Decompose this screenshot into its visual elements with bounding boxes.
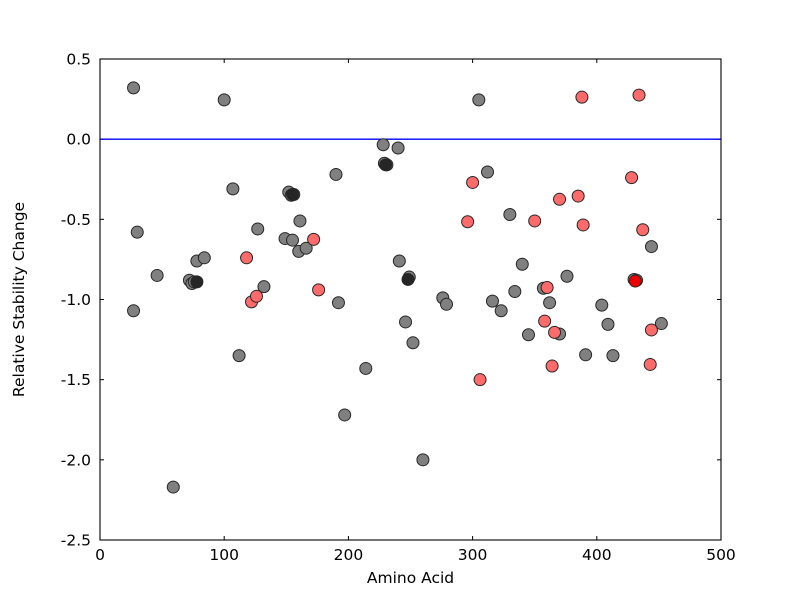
data-point-gray <box>217 93 231 107</box>
data-point-dark <box>190 275 204 289</box>
data-point-gray <box>197 251 211 265</box>
x-axis-title: Amino Acid <box>367 569 454 587</box>
data-point-red <box>466 175 480 189</box>
data-point-gray <box>391 141 405 155</box>
data-point-gray <box>293 214 307 228</box>
data-point-red <box>461 215 475 229</box>
data-point-gray <box>338 408 352 422</box>
y-tick-label: -0.5 <box>61 211 91 229</box>
x-tick-label: 300 <box>458 546 488 564</box>
x-tick-label: 0 <box>95 546 105 564</box>
data-point-gray <box>127 304 141 318</box>
y-tick-label: -2.5 <box>61 532 91 550</box>
data-point-red <box>553 192 567 206</box>
data-point-gray <box>392 254 406 268</box>
data-point-gray <box>485 294 499 308</box>
data-point-red <box>548 325 562 339</box>
data-point-red <box>249 289 263 303</box>
data-point-gray <box>127 81 141 95</box>
data-point-gray <box>329 167 343 181</box>
data-point-gray <box>494 304 508 318</box>
y-tick-label: -1.0 <box>61 291 91 309</box>
data-point-red <box>538 314 552 328</box>
data-point-gray <box>560 269 574 283</box>
data-point-red <box>571 189 585 203</box>
x-tick-label: 500 <box>706 546 736 564</box>
y-tick-label: -2.0 <box>61 451 91 469</box>
data-point-gray <box>399 315 413 329</box>
data-point-red <box>312 283 326 297</box>
y-tick-label: 0.5 <box>66 51 91 69</box>
y-axis-title: Relative Stability Change <box>10 202 28 397</box>
data-point-gray <box>515 257 529 271</box>
data-point-gray <box>130 225 144 239</box>
data-point-gray <box>481 165 494 179</box>
data-point-gray <box>257 280 271 294</box>
y-tick-label: -1.5 <box>61 371 91 389</box>
data-point-red <box>473 373 487 387</box>
data-point-red <box>644 323 658 337</box>
data-point-red <box>528 214 542 228</box>
data-point-gray <box>331 296 345 310</box>
data-point-gray <box>654 317 668 331</box>
data-point-gray <box>359 361 373 375</box>
data-point-gray <box>286 233 300 247</box>
data-point-gray <box>166 480 180 494</box>
data-point-gray <box>595 298 609 312</box>
x-tick-label: 200 <box>334 546 364 564</box>
data-point-highlight <box>628 274 642 288</box>
data-point-red <box>636 223 650 237</box>
data-point-red <box>576 218 590 232</box>
data-point-gray <box>376 138 390 152</box>
x-tick-label: 400 <box>582 546 612 564</box>
data-point-red <box>632 88 646 102</box>
data-point-gray <box>150 268 164 282</box>
data-point-gray <box>416 453 430 467</box>
data-point-dark <box>286 187 300 201</box>
data-point-gray <box>299 241 313 255</box>
y-tick-label: 0.0 <box>66 131 91 149</box>
data-point-red <box>307 232 321 246</box>
data-point-gray <box>251 222 265 236</box>
data-point-dark <box>401 272 415 286</box>
data-point-gray <box>503 208 517 222</box>
data-point-gray <box>579 348 593 362</box>
data-point-gray <box>232 349 246 363</box>
data-point-gray <box>601 317 615 331</box>
data-point-red <box>545 359 559 373</box>
data-point-gray <box>521 328 535 342</box>
data-point-gray <box>406 336 420 350</box>
x-tick-label: 100 <box>209 546 239 564</box>
data-point-red <box>540 280 554 294</box>
data-point-gray <box>606 349 620 363</box>
data-point-gray <box>644 240 658 254</box>
data-point-gray <box>543 296 557 310</box>
data-point-gray <box>472 93 486 107</box>
data-point-gray <box>440 297 454 311</box>
data-point-gray <box>508 284 522 298</box>
data-point-red <box>643 357 657 371</box>
data-point-red <box>575 90 589 104</box>
plot-frame <box>99 58 722 541</box>
data-point-dark <box>379 158 393 172</box>
data-point-red <box>240 251 254 265</box>
data-point-gray <box>226 182 240 196</box>
data-point-red <box>625 171 639 185</box>
